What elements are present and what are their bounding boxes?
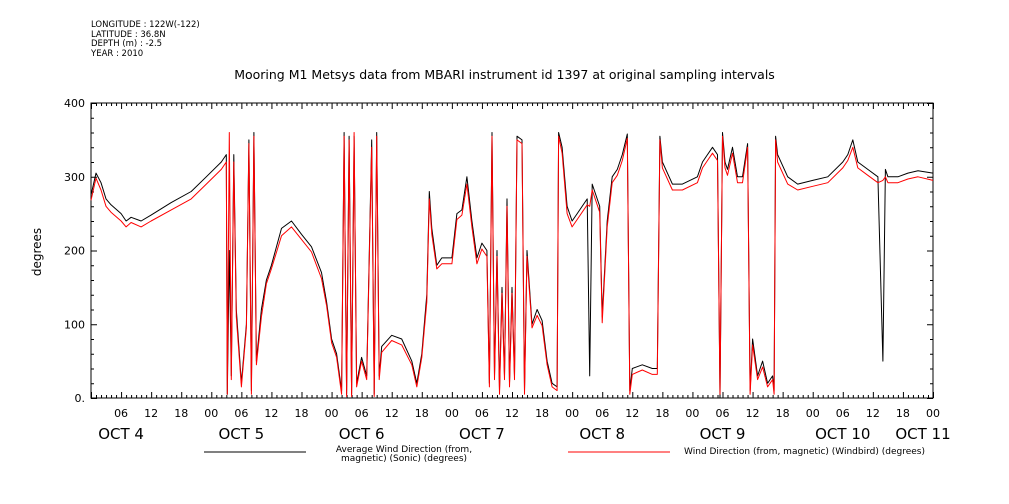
chart-title: Mooring M1 Metsys data from MBARI instru…: [234, 67, 775, 82]
x-hour-tick-label: 00: [325, 407, 339, 420]
x-day-label: OCT 10: [815, 425, 870, 443]
x-hour-tick-label: 12: [385, 407, 399, 420]
x-hour-tick-label: 18: [174, 407, 188, 420]
y-tick-label: 200: [64, 245, 85, 258]
x-hour-tick-label: 06: [234, 407, 248, 420]
y-tick-label: 100: [64, 318, 85, 331]
series-line-windbird: [90, 132, 934, 397]
legend-label-sonic: Average Wind Direction (from, magnetic) …: [335, 445, 473, 464]
x-hour-tick-label: 18: [896, 407, 910, 420]
x-hour-tick-label: 12: [144, 407, 158, 420]
x-hour-tick-label: 00: [565, 407, 579, 420]
x-day-label: OCT 6: [339, 425, 385, 443]
x-hour-tick-label: 00: [445, 407, 459, 420]
x-day-label: OCT 7: [459, 425, 505, 443]
y-tick-label: 300: [64, 171, 85, 184]
x-hour-tick-label: 00: [204, 407, 218, 420]
y-tick-label: 400: [64, 97, 85, 110]
x-hour-tick-label: 18: [295, 407, 309, 420]
x-hour-tick-label: 06: [595, 407, 609, 420]
x-hour-tick-label: 12: [746, 407, 760, 420]
x-hour-tick-label: 00: [926, 407, 940, 420]
x-hour-tick-label: 18: [776, 407, 790, 420]
y-tick-label: 0.: [75, 392, 86, 405]
dataset-metadata: LONGITUDE : 122W(-122) LATITUDE : 36.8N …: [91, 20, 200, 59]
meta-year: YEAR : 2010: [91, 48, 144, 59]
x-hour-tick-label: 18: [655, 407, 669, 420]
x-hour-tick-label: 12: [505, 407, 519, 420]
x-hour-tick-label: 00: [685, 407, 699, 420]
x-day-label: OCT 8: [579, 425, 625, 443]
x-hour-tick-label: 06: [355, 407, 369, 420]
y-axis-label: degrees: [30, 228, 44, 276]
series-layer: [90, 132, 934, 399]
x-hour-tick-label: 00: [806, 407, 820, 420]
plot-frame: [90, 102, 934, 399]
x-hour-tick-label: 18: [535, 407, 549, 420]
x-hour-tick-label: 06: [836, 407, 850, 420]
x-day-label: OCT 11: [895, 425, 950, 443]
x-hour-tick-label: 06: [716, 407, 730, 420]
x-hour-tick-label: 06: [114, 407, 128, 420]
x-hour-tick-label: 12: [625, 407, 639, 420]
series-line-sonic: [90, 132, 934, 399]
meta-latitude: LATITUDE : 36.8N: [91, 29, 166, 40]
x-hour-tick-label: 18: [415, 407, 429, 420]
x-day-label: OCT 9: [700, 425, 746, 443]
x-hour-tick-label: 06: [475, 407, 489, 420]
meta-depth: DEPTH (m) : -2.5: [91, 39, 163, 49]
legend-label-windbird: Wind Direction (from, magnetic) (Windbir…: [684, 447, 925, 457]
x-hour-tick-label: 12: [264, 407, 278, 420]
x-day-label: OCT 5: [218, 425, 264, 443]
x-hour-tick-label: 12: [866, 407, 880, 420]
meta-longitude: LONGITUDE : 122W(-122): [91, 20, 200, 30]
x-day-label: OCT 4: [98, 425, 144, 443]
axes: 0. 100 200 300 400 06 12 18 00 06 12 18 00 06 12 18 00 06…: [64, 97, 951, 443]
